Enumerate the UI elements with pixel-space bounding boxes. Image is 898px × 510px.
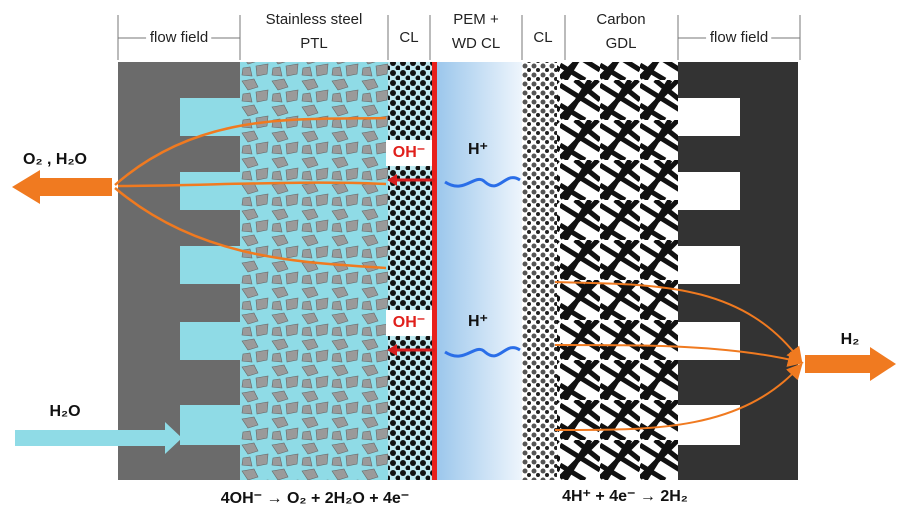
inlet-arrow	[15, 422, 182, 454]
anode-cl	[388, 62, 432, 480]
cathode-equation: 4H⁺ + 4e⁻ → 2H₂	[562, 488, 688, 505]
hydrogen-paths	[554, 281, 804, 432]
header-label: PTL	[300, 35, 328, 52]
inlet-label: H₂O	[49, 403, 80, 420]
header-label: PEM +	[453, 11, 499, 28]
proton-arrows	[444, 176, 521, 358]
header-label: Stainless steel	[266, 11, 363, 28]
header-label: CL	[533, 29, 552, 46]
anode-equation: 4OH⁻ → O₂ + 2H₂O + 4e⁻	[221, 490, 410, 507]
header-dividers	[117, 15, 801, 60]
hydroxide-label: OH⁻	[393, 144, 425, 161]
label-box	[386, 310, 432, 336]
cathode-channels	[678, 98, 740, 445]
ptl	[240, 62, 388, 480]
outlet-label: H₂	[841, 331, 860, 348]
proton-label: H⁺	[468, 141, 488, 158]
gdl	[557, 62, 678, 480]
oxygen-paths	[114, 116, 387, 270]
header-label: GDL	[606, 35, 637, 52]
header-label: CL	[399, 29, 418, 46]
outlet-label: O₂ , H₂O	[23, 151, 87, 168]
proton-label: H⁺	[468, 313, 488, 330]
anode-channels	[180, 98, 240, 445]
header-label: flow field	[710, 29, 768, 46]
outlet-arrow-anode	[12, 170, 112, 204]
pem	[437, 62, 522, 480]
header-label: WD CL	[452, 35, 500, 52]
header-label: Carbon	[596, 11, 645, 28]
cathode-cl	[522, 62, 557, 480]
hydroxide-arrows	[387, 174, 435, 356]
hydroxide-label: OH⁻	[393, 314, 425, 331]
header-label: flow field	[150, 29, 208, 46]
outlet-arrow-cathode	[805, 347, 896, 381]
label-box	[386, 140, 432, 166]
membrane-interface	[432, 62, 437, 480]
